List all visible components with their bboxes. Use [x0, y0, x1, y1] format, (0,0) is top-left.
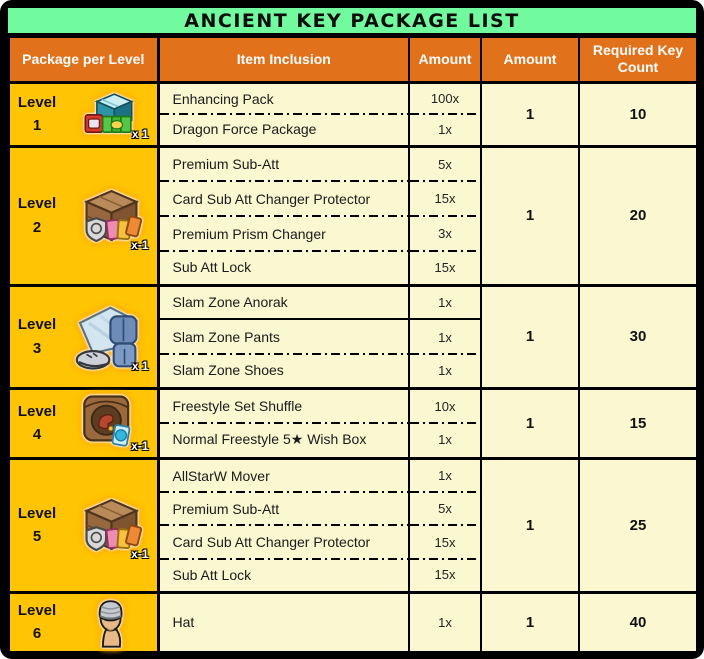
header-amount-per-item: Amount: [408, 38, 482, 84]
level-6-cell: Level 6: [8, 590, 159, 651]
header-package-per-level: Package per Level: [8, 38, 159, 84]
table-row: Sub Att Lock 15x: [9, 250, 697, 285]
item-name: Premium Sub-Att: [156, 144, 410, 181]
item-name: Freestyle Set Shuffle: [156, 386, 410, 423]
package-amount: 1: [480, 283, 580, 388]
level-3-cell: Level 3: [8, 283, 159, 388]
page-title: Ancient Key Package List: [8, 8, 696, 33]
table-row: Slam Zone Pants 1x: [9, 318, 697, 354]
required-key-count: 30: [578, 283, 698, 388]
level-5-cell: Level 5: [8, 456, 159, 592]
item-name: Slam Zone Shoes: [156, 353, 410, 388]
item-name: Dragon Force Package: [156, 113, 410, 146]
multiplier-label: x 1: [131, 127, 149, 141]
level-1-label: Level 1: [17, 93, 57, 134]
table-row: Premium Prism Changer 3x: [9, 215, 697, 251]
multiplier-label: x 1: [131, 358, 149, 373]
item-amount: 15x: [408, 180, 482, 216]
level-1-cell: Level 1: [8, 80, 159, 146]
required-key-count: 40: [578, 590, 698, 651]
item-name: AllStarW Mover: [156, 456, 410, 492]
item-amount: 10x: [408, 386, 482, 423]
item-amount: 15x: [408, 558, 482, 592]
header-item-inclusion: Item Inclusion: [156, 38, 410, 84]
mannequin-hat-icon: [64, 595, 157, 649]
required-key-count: 20: [578, 144, 698, 285]
level-4-label: Level 4: [17, 402, 57, 443]
item-amount: 15x: [408, 524, 482, 559]
table-row: Premium Sub-Att 5x: [9, 491, 697, 525]
table-row: Level 3: [8, 283, 698, 388]
item-name: Premium Sub-Att: [156, 491, 410, 525]
level-2-label: Level 2: [17, 195, 57, 236]
table-row: Level 4: [8, 386, 698, 458]
item-name: Premium Prism Changer: [156, 215, 410, 251]
table-row: Slam Zone Shoes 1x: [9, 353, 697, 388]
header-amount-package: Amount: [480, 38, 580, 84]
item-amount: 1x: [408, 283, 482, 319]
table-row: Level 5: [8, 456, 698, 592]
table-row: Card Sub Att Changer Protector 15x: [9, 524, 697, 559]
item-amount: 3x: [408, 215, 482, 251]
item-amount: 1x: [408, 456, 482, 492]
level-6-label: Level 6: [17, 602, 57, 643]
package-amount: 1: [480, 80, 580, 146]
level-4-cell: Level 4: [8, 386, 159, 458]
package-amount: 1: [480, 590, 580, 651]
item-name: Card Sub Att Changer Protector: [156, 524, 410, 559]
table-row: Level 6: [8, 590, 698, 651]
item-amount: 1x: [408, 590, 482, 651]
crate-shield-cards-icon: x-1: [64, 178, 157, 254]
level-2-cell: Level 2: [8, 144, 159, 285]
item-amount: 5x: [408, 144, 482, 181]
item-amount: 1x: [408, 422, 482, 458]
header-row: Package per Level Item Inclusion Amount …: [8, 38, 698, 84]
item-amount: 1x: [408, 318, 482, 354]
item-name: Sub Att Lock: [156, 558, 410, 592]
item-name: Card Sub Att Changer Protector: [156, 180, 410, 216]
table-row: Level 1: [8, 80, 698, 146]
table-row: Level 2: [8, 144, 698, 285]
package-amount: 1: [480, 456, 580, 592]
item-name: Normal Freestyle 5★ Wish Box: [156, 422, 410, 458]
package-amount: 1: [480, 386, 580, 458]
table-row: Card Sub Att Changer Protector 15x: [9, 180, 697, 216]
item-amount: 5x: [408, 491, 482, 525]
multiplier-label: x-1: [131, 547, 149, 561]
item-name: Hat: [156, 590, 410, 651]
stacked-packages-icon: x 1: [64, 85, 157, 143]
table-row: Sub Att Lock 15x: [9, 558, 697, 592]
required-key-count: 10: [578, 80, 698, 146]
required-key-count: 25: [578, 456, 698, 592]
item-name: Enhancing Pack: [156, 80, 410, 114]
header-required-key-count: Required Key Count: [578, 38, 698, 84]
item-amount: 1x: [408, 113, 482, 146]
level-5-label: Level 5: [17, 504, 57, 545]
multiplier-label: x-1: [131, 237, 149, 252]
item-name: Slam Zone Pants: [156, 318, 410, 354]
package-amount: 1: [480, 144, 580, 285]
clothing-set-icon: x 1: [64, 299, 157, 375]
table-row: Dragon Force Package 1x: [9, 113, 697, 146]
required-key-count: 15: [578, 386, 698, 458]
item-name: Sub Att Lock: [156, 250, 410, 285]
freestyle-pack-icon: x-1: [64, 391, 157, 455]
level-3-label: Level 3: [17, 316, 57, 357]
item-name: Slam Zone Anorak: [156, 283, 410, 319]
package-table: Package per Level Item Inclusion Amount …: [8, 38, 698, 651]
item-amount: 100x: [408, 80, 482, 114]
multiplier-label: x-1: [131, 439, 149, 453]
item-amount: 15x: [408, 250, 482, 285]
table-row: Normal Freestyle 5★ Wish Box 1x: [9, 422, 697, 458]
crate-shield-cards-icon: x-1: [64, 487, 157, 563]
item-amount: 1x: [408, 353, 482, 388]
